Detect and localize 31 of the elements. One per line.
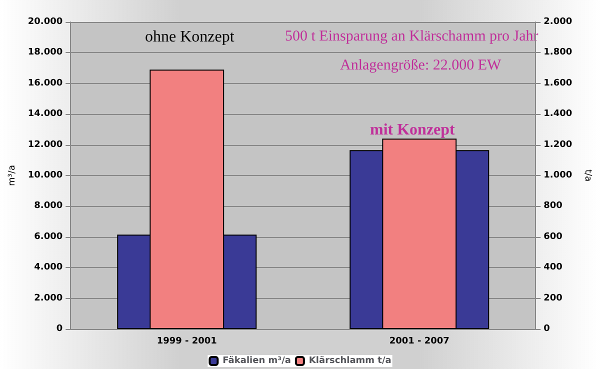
annotation: mit Konzept <box>370 122 456 138</box>
y-tick-label: 6.000 <box>34 232 63 242</box>
y2-tick-label: 600 <box>544 232 562 242</box>
y2-tick-label: 1.000 <box>544 170 572 180</box>
annotation: ohne Konzept <box>145 28 235 46</box>
y2-tick-label: 400 <box>544 262 562 273</box>
y2-tick-label: 1.200 <box>544 140 572 150</box>
y-tick-label: 0 <box>56 324 63 334</box>
x-tick-label: 2001 - 2007 <box>389 336 450 346</box>
y2-tick-label: 2.000 <box>544 17 572 27</box>
y2-tick-label: 1.800 <box>544 48 572 58</box>
y2-tick-label: 1.400 <box>544 109 572 120</box>
legend-label: Fäkalien m³/a <box>222 356 291 366</box>
y2-tick-label: 200 <box>544 293 562 304</box>
y-tick-label: 8.000 <box>34 201 63 212</box>
y-tick-label: 12.000 <box>28 140 63 150</box>
y-tick-label: 14.000 <box>28 109 63 120</box>
y2-tick-label: 800 <box>544 201 562 212</box>
y-tick-label: 10.000 <box>28 170 63 180</box>
y-tick-label: 2.000 <box>34 293 63 304</box>
y2-tick-label: 1.600 <box>544 78 572 88</box>
annotation: Anlagengröße: 22.000 EW <box>340 58 502 74</box>
y-tick-label: 18.000 <box>28 48 63 58</box>
y2-axis-title: t/a <box>582 169 592 182</box>
y2-tick-label: 0 <box>544 324 550 334</box>
y-tick-label: 4.000 <box>34 262 63 273</box>
y-tick-label: 20.000 <box>28 17 63 27</box>
y-axis-title: m³/a <box>8 165 18 186</box>
x-tick-label: 1999 - 2001 <box>156 336 217 346</box>
legend-label: Klärschlamm t/a <box>308 356 392 366</box>
y-tick-label: 16.000 <box>28 78 63 88</box>
